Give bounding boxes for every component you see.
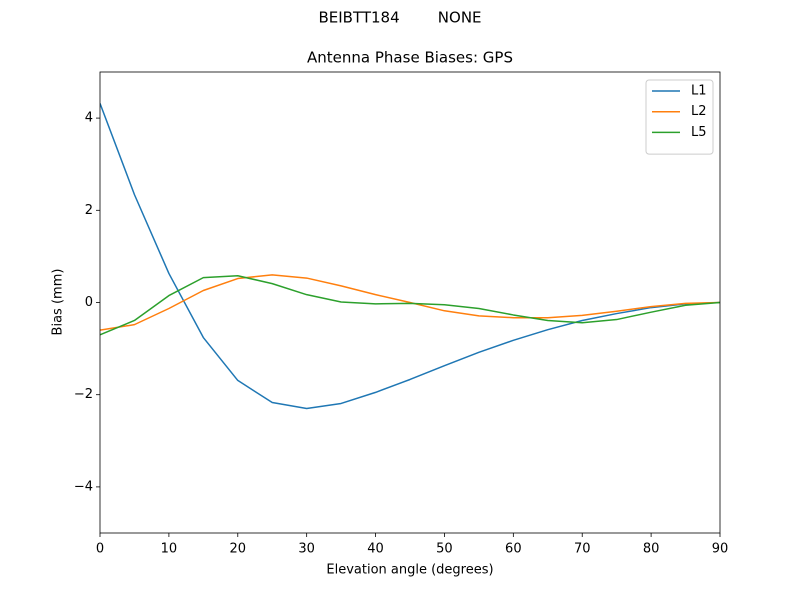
x-tick-label: 30 bbox=[298, 542, 315, 557]
axes-frame bbox=[99, 71, 721, 534]
x-tick-label: 20 bbox=[230, 542, 247, 557]
x-tick-label: 80 bbox=[643, 542, 660, 557]
series-line bbox=[100, 274, 720, 331]
x-tick-label: 0 bbox=[96, 542, 104, 557]
legend-label: L2 bbox=[691, 104, 707, 119]
y-tick-label: 2 bbox=[85, 203, 93, 218]
series-line bbox=[100, 275, 720, 336]
x-tick-label: 70 bbox=[574, 542, 591, 557]
x-axis-label: Elevation angle (degrees) bbox=[326, 563, 493, 578]
chart-title: Antenna Phase Biases: GPS bbox=[307, 49, 513, 67]
x-tick-label: 40 bbox=[367, 542, 384, 557]
legend-label: L1 bbox=[691, 84, 707, 99]
y-tick-label: −4 bbox=[74, 479, 93, 494]
y-tick-label: 0 bbox=[85, 295, 93, 310]
y-axis-label: Bias (mm) bbox=[51, 269, 66, 336]
x-tick-label: 60 bbox=[505, 542, 522, 557]
legend-box bbox=[645, 79, 714, 155]
series-line bbox=[100, 103, 720, 410]
y-tick-label: 4 bbox=[85, 111, 93, 126]
x-tick-label: 50 bbox=[436, 542, 453, 557]
x-tick-label: 90 bbox=[712, 542, 729, 557]
suptitle: BEIBTT184 NONE bbox=[318, 9, 481, 27]
x-tick-label: 10 bbox=[161, 542, 178, 557]
legend-label: L5 bbox=[691, 125, 707, 140]
y-tick-label: −2 bbox=[74, 387, 93, 402]
